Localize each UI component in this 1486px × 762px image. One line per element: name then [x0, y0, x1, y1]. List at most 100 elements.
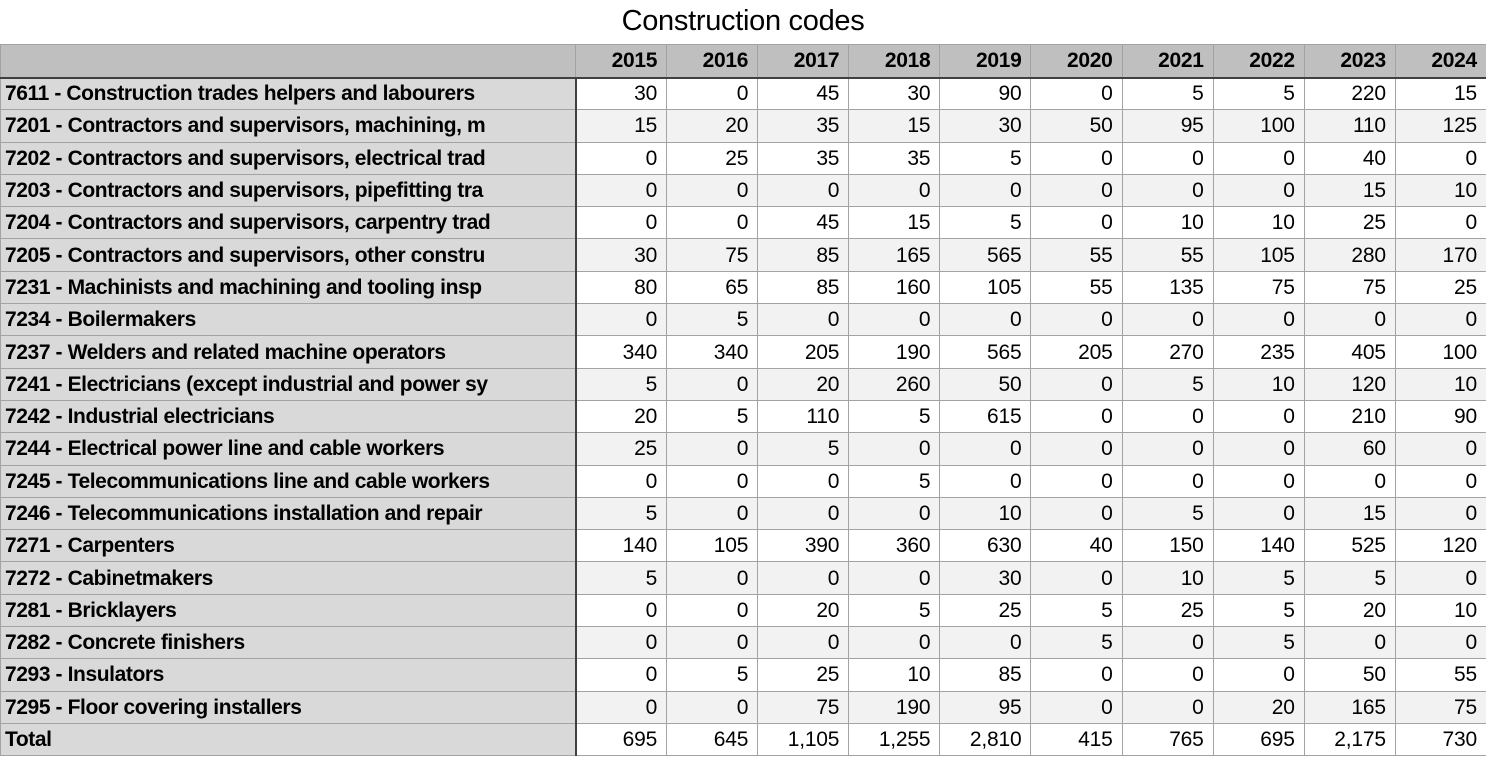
value-cell: 0 [1030, 206, 1123, 240]
value-cell: 0 [574, 173, 668, 208]
value-cell: 20 [1303, 593, 1396, 628]
value-cell: 0 [757, 303, 850, 337]
value-cell: 0 [574, 593, 668, 628]
value-cell: 0 [666, 367, 759, 401]
value-cell: 15 [1303, 496, 1396, 531]
year-header: 2017 [757, 44, 850, 79]
value-cell: 75 [1212, 270, 1305, 305]
value-cell: 160 [848, 270, 941, 305]
value-cell: 5 [574, 367, 668, 401]
value-cell: 35 [757, 109, 850, 143]
value-cell: 0 [666, 432, 759, 466]
value-cell: 0 [574, 206, 668, 240]
value-cell: 0 [574, 626, 668, 660]
row-label: 7271 - Carpenters [0, 529, 577, 563]
value-cell: 15 [574, 109, 668, 143]
value-cell: 55 [1030, 270, 1123, 305]
value-cell: 10 [1394, 173, 1486, 208]
value-cell: 360 [848, 529, 941, 563]
value-cell: 5 [1303, 561, 1396, 595]
value-cell: 5 [848, 399, 941, 434]
year-header-row: 2015 2016 2017 2018 2019 2020 2021 2022 … [0, 44, 1486, 79]
value-cell: 10 [1394, 367, 1486, 401]
year-header: 2020 [1030, 44, 1123, 79]
value-cell: 0 [1394, 141, 1486, 175]
value-cell: 630 [939, 529, 1032, 563]
value-cell: 0 [848, 496, 941, 531]
table-row: 7281 - Bricklayers 0 0 20 5 25 5 25 5 20… [0, 593, 1486, 628]
value-cell: 5 [1030, 626, 1123, 660]
value-cell: 55 [1394, 658, 1486, 692]
total-cell: 645 [666, 722, 759, 757]
table-row: 7295 - Floor covering installers 0 0 75 … [0, 690, 1486, 724]
value-cell: 0 [1212, 173, 1305, 208]
value-cell: 5 [939, 141, 1032, 175]
value-cell: 0 [1212, 464, 1305, 498]
value-cell: 20 [1212, 690, 1305, 724]
value-cell: 25 [757, 658, 850, 692]
value-cell: 260 [848, 367, 941, 401]
value-cell: 0 [1030, 141, 1123, 175]
value-cell: 0 [574, 658, 668, 692]
value-cell: 565 [939, 335, 1032, 369]
value-cell: 30 [574, 76, 668, 111]
total-cell: 1,105 [757, 722, 850, 757]
total-cell: 695 [1212, 722, 1305, 757]
value-cell: 0 [1212, 658, 1305, 692]
value-cell: 0 [666, 173, 759, 208]
value-cell: 390 [757, 529, 850, 563]
total-cell: 2,175 [1303, 722, 1396, 757]
value-cell: 5 [1121, 76, 1214, 111]
value-cell: 340 [574, 335, 668, 369]
value-cell: 30 [574, 238, 668, 272]
value-cell: 25 [1394, 270, 1486, 305]
value-cell: 20 [666, 109, 759, 143]
value-cell: 0 [939, 303, 1032, 337]
value-cell: 0 [1030, 561, 1123, 595]
value-cell: 5 [1212, 626, 1305, 660]
value-cell: 100 [1212, 109, 1305, 143]
value-cell: 0 [848, 432, 941, 466]
value-cell: 75 [757, 690, 850, 724]
value-cell: 0 [1030, 432, 1123, 466]
value-cell: 5 [574, 561, 668, 595]
value-cell: 5 [666, 303, 759, 337]
table-row: 7271 - Carpenters 140 105 390 360 630 40… [0, 529, 1486, 563]
row-label: 7201 - Contractors and supervisors, mach… [0, 109, 577, 143]
value-cell: 0 [666, 76, 759, 111]
value-cell: 0 [1394, 464, 1486, 498]
value-cell: 50 [939, 367, 1032, 401]
table-row: 7242 - Industrial electricians 20 5 110 … [0, 399, 1486, 434]
total-cell: 765 [1121, 722, 1214, 757]
value-cell: 95 [1121, 109, 1214, 143]
value-cell: 0 [848, 173, 941, 208]
value-cell: 5 [666, 658, 759, 692]
value-cell: 10 [1212, 206, 1305, 240]
value-cell: 10 [848, 658, 941, 692]
value-cell: 30 [848, 76, 941, 111]
value-cell: 80 [574, 270, 668, 305]
value-cell: 0 [1121, 464, 1214, 498]
value-cell: 0 [1121, 690, 1214, 724]
value-cell: 110 [1303, 109, 1396, 143]
value-cell: 15 [848, 206, 941, 240]
value-cell: 0 [1394, 303, 1486, 337]
total-cell: 2,810 [939, 722, 1032, 757]
table-row: 7204 - Contractors and supervisors, carp… [0, 206, 1486, 240]
value-cell: 0 [757, 464, 850, 498]
value-cell: 50 [1303, 658, 1396, 692]
value-cell: 5 [1212, 76, 1305, 111]
value-cell: 0 [1030, 464, 1123, 498]
row-label: 7244 - Electrical power line and cable w… [0, 432, 577, 466]
total-cell: 415 [1030, 722, 1123, 757]
value-cell: 565 [939, 238, 1032, 272]
value-cell: 0 [1121, 626, 1214, 660]
value-cell: 340 [666, 335, 759, 369]
value-cell: 100 [1394, 335, 1486, 369]
total-cell: 730 [1394, 722, 1486, 757]
value-cell: 165 [848, 238, 941, 272]
value-cell: 0 [1212, 303, 1305, 337]
year-header: 2018 [848, 44, 941, 79]
value-cell: 40 [1030, 529, 1123, 563]
value-cell: 25 [666, 141, 759, 175]
